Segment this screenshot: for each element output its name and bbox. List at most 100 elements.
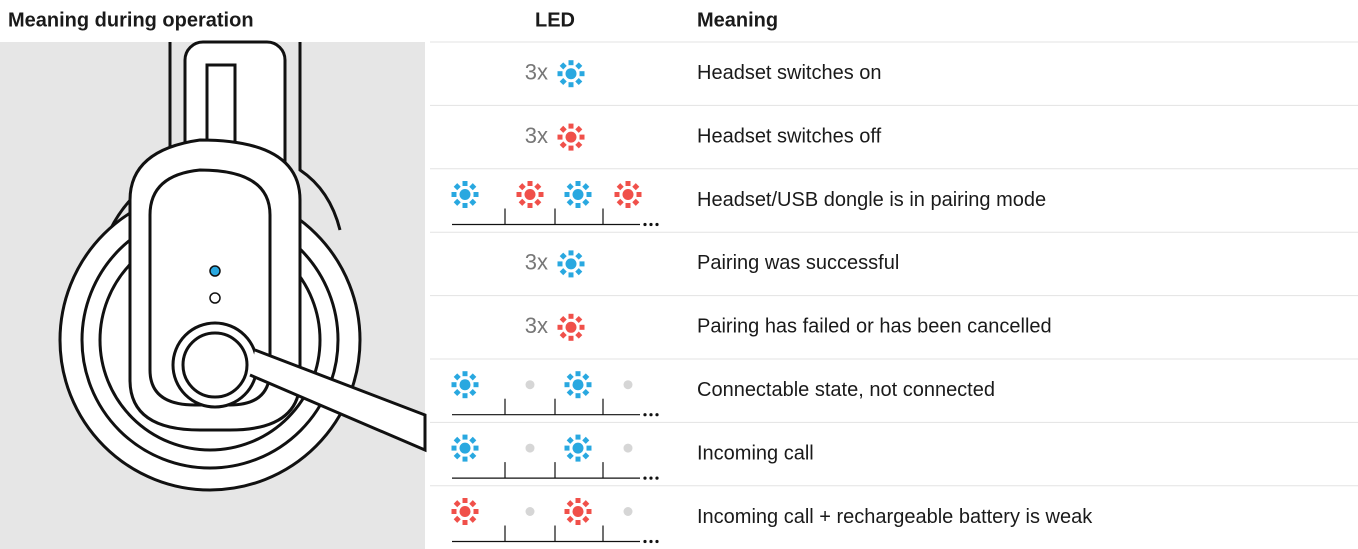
led-ray	[469, 373, 477, 381]
led-count: 3x	[525, 123, 548, 148]
led-ray	[527, 181, 533, 186]
led-icon	[564, 181, 592, 208]
led-ray	[566, 436, 574, 444]
led-ray	[473, 192, 479, 197]
led-icon	[564, 371, 592, 399]
led-ray	[575, 315, 583, 324]
led-ray	[559, 125, 567, 133]
led-center	[572, 506, 584, 517]
led-ray	[575, 331, 583, 339]
meaning: Headset switches on	[697, 62, 882, 84]
led-ray	[469, 388, 477, 397]
led-ray	[616, 183, 624, 191]
meaning: Pairing has failed or has been cancelled	[697, 316, 1052, 338]
led-off	[525, 443, 535, 453]
led-center	[565, 131, 577, 143]
led-icon	[451, 181, 479, 208]
led-ray	[582, 183, 590, 191]
column-title: LED	[535, 9, 575, 31]
led-ray	[462, 181, 468, 186]
led-ray	[462, 498, 468, 503]
led-ray	[586, 382, 592, 388]
led-ray	[575, 456, 581, 462]
led-center	[524, 189, 536, 200]
led-ray	[575, 77, 583, 86]
led-ray	[575, 434, 581, 440]
led-ray	[568, 335, 574, 341]
led-center	[459, 379, 471, 391]
led-ray	[518, 183, 526, 191]
led-off	[525, 380, 535, 390]
ellipsis-dot	[649, 413, 653, 417]
led-ray	[566, 515, 574, 523]
led-count: 3x	[525, 60, 548, 85]
ellipsis-dot	[655, 476, 659, 480]
meaning: Incoming call	[697, 442, 814, 464]
led-icon	[451, 498, 479, 525]
led-ray	[632, 198, 640, 206]
led-ray	[462, 203, 468, 208]
meaning: Connectable state, not connected	[697, 379, 995, 401]
led-ray	[462, 434, 468, 440]
led-ray	[559, 315, 567, 324]
led-ray	[451, 509, 457, 514]
led-ray	[462, 393, 468, 399]
led-ray	[566, 198, 574, 206]
led-center	[565, 68, 577, 80]
led-ray	[557, 261, 563, 267]
led-off	[623, 443, 633, 453]
led-ray	[582, 436, 590, 444]
led-ray	[564, 382, 570, 388]
ellipsis-dot	[643, 222, 647, 227]
led-ray	[566, 500, 574, 508]
led-ray	[582, 198, 590, 206]
led-ray	[632, 183, 640, 191]
led-ray	[579, 71, 585, 77]
led-ray	[527, 203, 533, 208]
led-center	[572, 379, 584, 391]
led-icon	[557, 123, 585, 151]
led-ray	[451, 445, 457, 451]
led-ray	[469, 436, 477, 444]
column-title: Meaning during operation	[8, 9, 254, 31]
led-ray	[582, 515, 590, 523]
led-icon	[614, 181, 642, 208]
led-ray	[616, 198, 624, 206]
led-ray	[575, 125, 583, 133]
led-ray	[582, 373, 590, 381]
led-ray	[614, 192, 620, 197]
led-ray	[568, 123, 574, 129]
led-ray	[566, 373, 574, 381]
ellipsis-dot	[643, 413, 647, 417]
led-ray	[453, 515, 461, 523]
led-ray	[586, 509, 592, 514]
led-ray	[582, 500, 590, 508]
led-ray	[625, 181, 631, 186]
led-ray	[462, 456, 468, 462]
led-icon	[564, 434, 592, 462]
led-center	[572, 442, 584, 454]
led-ray	[469, 515, 477, 523]
led-ray	[538, 192, 544, 197]
led-ray	[568, 313, 574, 319]
led-ray	[559, 268, 567, 276]
led-ray	[586, 445, 592, 451]
led-ray	[575, 268, 583, 276]
led-ray	[579, 134, 585, 140]
led-ray	[453, 198, 461, 206]
meaning: Incoming call + rechargeable battery is …	[697, 506, 1093, 528]
led-icon	[451, 434, 479, 462]
led-ray	[559, 252, 567, 260]
led-count: 3x	[525, 313, 548, 338]
ellipsis-dot	[643, 539, 647, 544]
led-ray	[462, 371, 468, 377]
led-off	[623, 507, 633, 516]
led-ray	[469, 183, 477, 191]
ellipsis-dot	[649, 222, 653, 227]
led-ray	[582, 388, 590, 397]
ellipsis-dot	[649, 476, 653, 480]
led-center	[459, 189, 471, 200]
led-off	[623, 380, 633, 390]
led-ray	[579, 261, 585, 267]
